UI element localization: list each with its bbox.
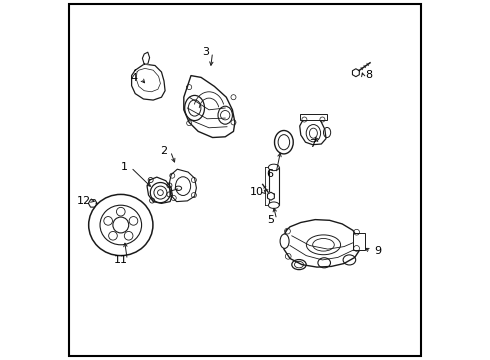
Text: 12: 12 [77,195,91,206]
Ellipse shape [89,194,153,256]
Circle shape [113,217,129,233]
Ellipse shape [269,164,279,171]
Polygon shape [132,64,165,100]
Text: 1: 1 [121,162,128,172]
Polygon shape [184,76,235,138]
Polygon shape [170,169,196,202]
Bar [269,167,279,205]
Ellipse shape [280,234,289,248]
Text: 11: 11 [114,255,128,265]
Text: 2: 2 [160,146,168,156]
Polygon shape [300,116,326,145]
Bar [353,233,365,250]
Text: 3: 3 [203,47,210,57]
Polygon shape [352,69,359,77]
Polygon shape [283,220,360,267]
Polygon shape [268,192,274,200]
Bar [300,114,327,120]
Polygon shape [147,177,172,203]
Text: 10: 10 [250,186,264,197]
Polygon shape [143,52,149,64]
Text: 6: 6 [266,168,273,179]
Text: 8: 8 [366,69,373,80]
Polygon shape [88,200,97,207]
Polygon shape [136,68,160,92]
Ellipse shape [269,202,279,208]
Text: 7: 7 [309,139,316,149]
Text: 5: 5 [267,215,274,225]
Circle shape [157,190,163,195]
Text: 9: 9 [374,246,381,256]
Text: 4: 4 [131,73,138,84]
